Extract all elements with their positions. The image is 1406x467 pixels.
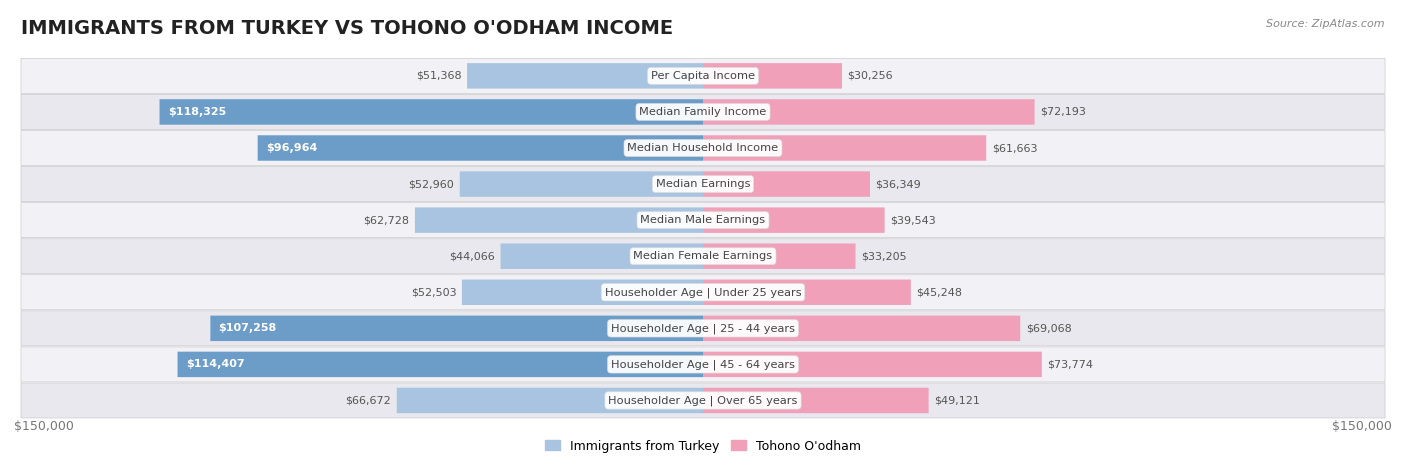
- FancyBboxPatch shape: [703, 388, 928, 413]
- FancyBboxPatch shape: [21, 167, 1385, 202]
- Text: $44,066: $44,066: [450, 251, 495, 261]
- Text: $30,256: $30,256: [848, 71, 893, 81]
- Text: $33,205: $33,205: [860, 251, 907, 261]
- FancyBboxPatch shape: [21, 203, 1385, 238]
- Text: $69,068: $69,068: [1026, 323, 1071, 333]
- FancyBboxPatch shape: [21, 58, 1385, 93]
- FancyBboxPatch shape: [703, 171, 870, 197]
- Text: $61,663: $61,663: [991, 143, 1038, 153]
- FancyBboxPatch shape: [21, 311, 1385, 346]
- FancyBboxPatch shape: [467, 63, 703, 89]
- Text: $52,960: $52,960: [409, 179, 454, 189]
- Text: $49,121: $49,121: [934, 396, 980, 405]
- Text: $150,000: $150,000: [1331, 420, 1392, 433]
- FancyBboxPatch shape: [703, 352, 1042, 377]
- FancyBboxPatch shape: [703, 135, 986, 161]
- FancyBboxPatch shape: [159, 99, 703, 125]
- Text: $96,964: $96,964: [266, 143, 318, 153]
- Text: $62,728: $62,728: [363, 215, 409, 225]
- FancyBboxPatch shape: [396, 388, 703, 413]
- Text: Median Family Income: Median Family Income: [640, 107, 766, 117]
- FancyBboxPatch shape: [257, 135, 703, 161]
- Text: IMMIGRANTS FROM TURKEY VS TOHONO O'ODHAM INCOME: IMMIGRANTS FROM TURKEY VS TOHONO O'ODHAM…: [21, 19, 673, 38]
- Text: Householder Age | 25 - 44 years: Householder Age | 25 - 44 years: [612, 323, 794, 333]
- Text: $45,248: $45,248: [917, 287, 962, 297]
- FancyBboxPatch shape: [21, 347, 1385, 382]
- FancyBboxPatch shape: [461, 280, 703, 305]
- Text: Median Female Earnings: Median Female Earnings: [634, 251, 772, 261]
- Text: $150,000: $150,000: [14, 420, 75, 433]
- Text: $73,774: $73,774: [1047, 360, 1094, 369]
- FancyBboxPatch shape: [21, 94, 1385, 129]
- FancyBboxPatch shape: [177, 352, 703, 377]
- FancyBboxPatch shape: [703, 243, 855, 269]
- FancyBboxPatch shape: [21, 275, 1385, 310]
- FancyBboxPatch shape: [415, 207, 703, 233]
- Text: Householder Age | Under 25 years: Householder Age | Under 25 years: [605, 287, 801, 297]
- FancyBboxPatch shape: [703, 99, 1035, 125]
- Text: Median Household Income: Median Household Income: [627, 143, 779, 153]
- FancyBboxPatch shape: [703, 280, 911, 305]
- Legend: Immigrants from Turkey, Tohono O'odham: Immigrants from Turkey, Tohono O'odham: [540, 435, 866, 458]
- FancyBboxPatch shape: [501, 243, 703, 269]
- Text: $114,407: $114,407: [186, 360, 245, 369]
- Text: Source: ZipAtlas.com: Source: ZipAtlas.com: [1267, 19, 1385, 28]
- Text: $72,193: $72,193: [1040, 107, 1085, 117]
- Text: $36,349: $36,349: [876, 179, 921, 189]
- FancyBboxPatch shape: [460, 171, 703, 197]
- FancyBboxPatch shape: [21, 239, 1385, 274]
- Text: $118,325: $118,325: [167, 107, 226, 117]
- FancyBboxPatch shape: [21, 130, 1385, 165]
- Text: Per Capita Income: Per Capita Income: [651, 71, 755, 81]
- Text: $39,543: $39,543: [890, 215, 936, 225]
- Text: Householder Age | Over 65 years: Householder Age | Over 65 years: [609, 395, 797, 406]
- FancyBboxPatch shape: [703, 63, 842, 89]
- FancyBboxPatch shape: [211, 316, 703, 341]
- FancyBboxPatch shape: [703, 207, 884, 233]
- FancyBboxPatch shape: [21, 383, 1385, 418]
- Text: $51,368: $51,368: [416, 71, 461, 81]
- Text: $107,258: $107,258: [219, 323, 277, 333]
- FancyBboxPatch shape: [703, 316, 1021, 341]
- Text: Householder Age | 45 - 64 years: Householder Age | 45 - 64 years: [612, 359, 794, 370]
- Text: $66,672: $66,672: [346, 396, 391, 405]
- Text: $52,503: $52,503: [411, 287, 457, 297]
- Text: Median Earnings: Median Earnings: [655, 179, 751, 189]
- Text: Median Male Earnings: Median Male Earnings: [641, 215, 765, 225]
